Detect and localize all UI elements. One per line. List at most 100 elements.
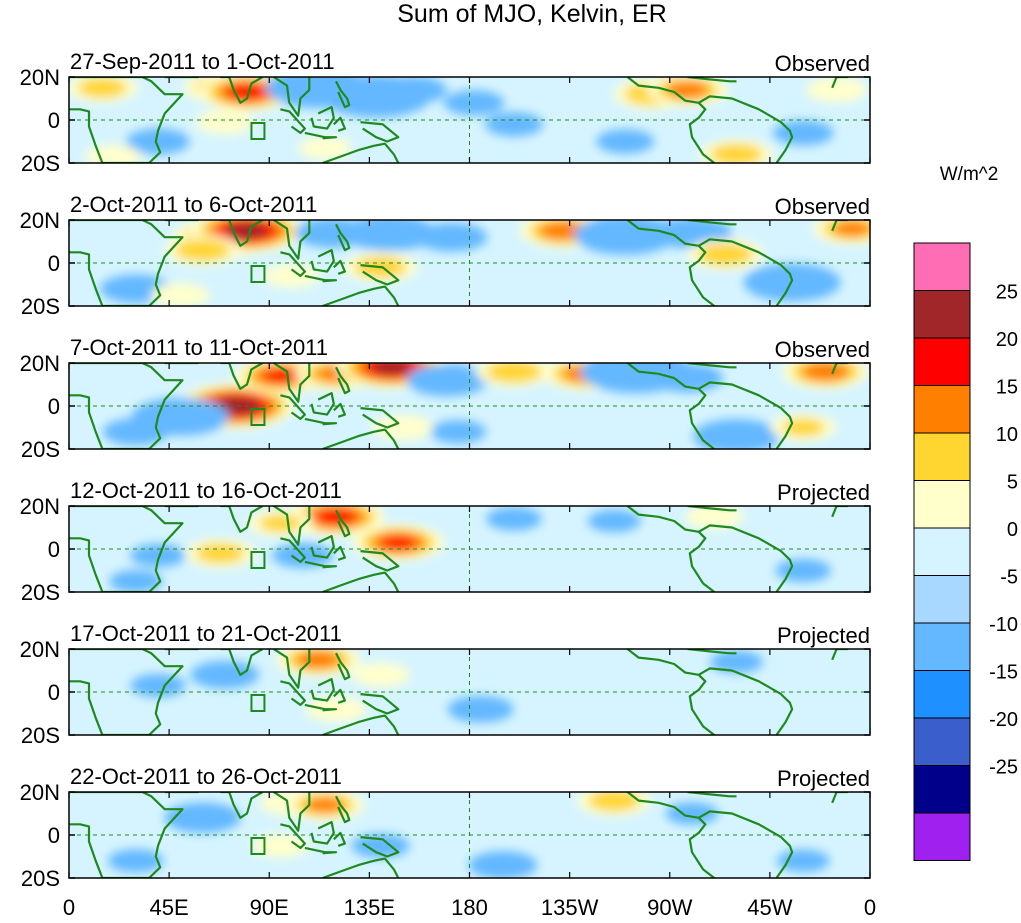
coastline [304,131,338,140]
colorbar-swatch [913,717,971,766]
coastline [220,506,264,533]
coastline [698,524,794,592]
panel-6: 20N 0 20S 22-Oct-2011 to 26-Oct-2011 Project… [20,764,871,891]
panel-3: 20N 0 20S 7-Oct-2011 to 11-Oct-2011 Observed [20,335,871,462]
anomaly-contour [486,363,542,383]
y-tick-label: 20N [20,780,60,805]
coastline [360,407,400,429]
colorbar-label: -5 [1000,567,1018,589]
x-tick-label: 180 [451,895,488,920]
coastline [273,77,311,117]
panel-status: Observed [775,194,870,219]
coastline [360,264,400,286]
y-tick-label: 0 [48,108,60,133]
coastline [304,846,338,855]
chart-title: Sum of MJO, Kelvin, ER [397,0,667,28]
anomaly-contour [416,222,488,252]
y-tick-label: 20N [20,351,60,376]
coastline [310,821,335,845]
coastline [360,693,400,715]
anomaly-contour [351,833,410,858]
colorbar-swatch [913,290,971,339]
x-tick-label: 135W [541,895,599,920]
coastline [220,792,264,819]
panel-period: 27-Sep-2011 to 1-Oct-2011 [70,49,335,74]
coastline [322,714,400,735]
coastline [304,417,338,426]
y-tick-label: 20N [20,494,60,519]
anomaly-contour [443,90,505,116]
coastline [220,649,264,676]
coastline [322,285,400,306]
coastline [304,560,338,569]
coastline [273,792,311,832]
anomaly-contour [406,364,489,397]
coastline [335,80,351,109]
panel-5: 20N 0 20S 17-Oct-2011 to 21-Oct-2011 Project… [20,621,871,748]
coastline [333,402,346,418]
coastline [335,223,351,252]
colorbar-swatch [913,337,971,386]
colorbar-swatch [913,242,971,291]
colorbar-swatch [913,527,971,576]
panel-status: Observed [775,337,870,362]
coastline [273,363,311,403]
colorbar: 25 20 15 10 5 0 -5 -10 -15 -20 -25 [913,242,1018,861]
coastline [831,506,848,518]
colorbar-label: -25 [989,757,1018,779]
y-tick-label: 0 [48,394,60,419]
x-tick-label: 0 [864,895,876,920]
coastline [310,535,335,559]
anomaly-contour [263,369,298,383]
colorbar-label: -20 [989,709,1018,731]
colorbar-label: 10 [996,424,1018,446]
anomaly-contour [343,220,436,251]
coastline [322,571,400,592]
y-tick-label: 20S [21,294,60,319]
coastline [322,857,400,878]
coastline [69,363,184,449]
anomaly-contour [130,673,186,698]
anomaly-contour [772,120,834,146]
anomaly-contour [710,650,763,674]
anomaly-contour [710,143,763,163]
panel-field [69,77,870,163]
anomaly-contour [77,77,127,98]
panel-period: 7-Oct-2011 to 11-Oct-2011 [70,335,328,360]
colorbar-label: 5 [1007,472,1018,494]
coastline [322,142,400,163]
anomaly-contour [574,220,677,255]
anomaly-contour [430,420,487,444]
anomaly-contour [372,363,412,375]
panel-4: 20N 0 20S 12-Oct-2011 to 16-Oct-2011 Project… [20,478,871,605]
coastline [280,108,306,134]
reference-box [250,694,266,712]
colorbar-swatch [913,765,971,814]
colorbar-swatch [913,480,971,529]
coastline [333,688,346,704]
anomaly-contour [587,509,641,533]
coastline [698,667,794,735]
coastline [333,545,346,561]
coastline [280,251,306,277]
colorbar-label: 25 [996,282,1018,304]
coastline [333,259,346,275]
anomaly-contour [380,77,447,104]
y-tick-label: 0 [48,251,60,276]
coastline [333,831,346,847]
anomaly-contour [298,136,352,160]
coastline [687,220,737,226]
coastline [273,506,311,546]
colorbar-label: -15 [989,662,1018,684]
coastline [687,792,737,798]
y-tick-label: 20N [20,208,60,233]
anomaly-contour [225,222,269,239]
anomaly-contour [174,239,231,262]
coastline [626,77,715,163]
anomaly-contour [195,543,245,564]
y-tick-label: 20N [20,65,60,90]
colorbar-swatch [913,622,971,671]
coastline [687,363,737,369]
anomaly-contour [190,660,260,689]
